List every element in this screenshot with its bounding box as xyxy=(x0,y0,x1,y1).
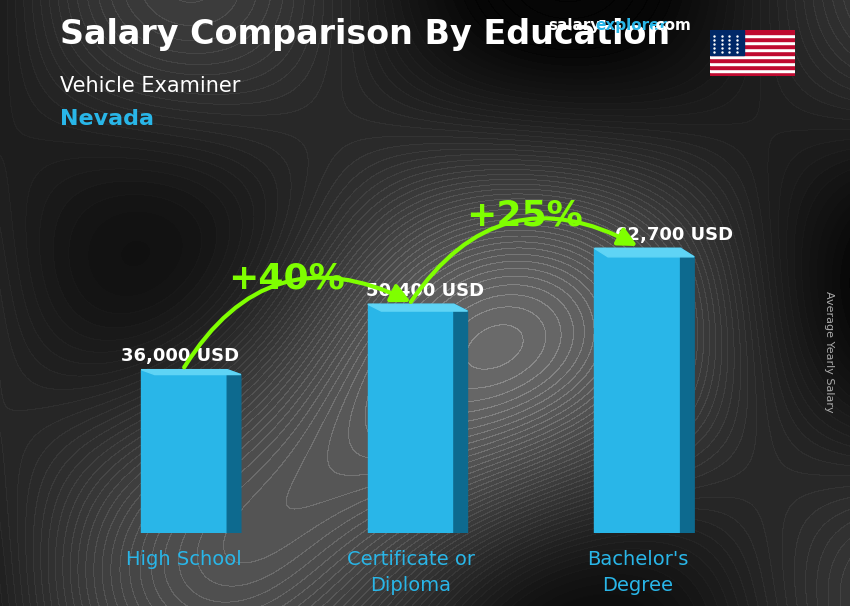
Bar xyxy=(710,41,795,44)
Text: +25%: +25% xyxy=(466,198,582,232)
Text: Average Yearly Salary: Average Yearly Salary xyxy=(824,291,834,412)
Bar xyxy=(710,30,795,34)
Text: +40%: +40% xyxy=(228,262,344,296)
Polygon shape xyxy=(594,248,694,257)
Bar xyxy=(710,58,795,62)
Bar xyxy=(368,304,454,533)
Polygon shape xyxy=(681,248,694,533)
Bar xyxy=(710,44,795,48)
Text: salary: salary xyxy=(548,18,601,33)
Text: 62,700 USD: 62,700 USD xyxy=(615,226,733,244)
Bar xyxy=(710,34,795,38)
Polygon shape xyxy=(368,304,468,311)
Bar xyxy=(710,48,795,52)
Polygon shape xyxy=(141,370,241,375)
Text: Vehicle Examiner: Vehicle Examiner xyxy=(60,76,240,96)
Bar xyxy=(710,68,795,72)
Bar xyxy=(710,38,795,41)
Text: .com: .com xyxy=(650,18,691,33)
Bar xyxy=(141,370,227,533)
Polygon shape xyxy=(227,370,241,533)
Text: explorer: explorer xyxy=(595,18,667,33)
Bar xyxy=(710,55,795,58)
Text: 36,000 USD: 36,000 USD xyxy=(121,347,239,365)
Text: Nevada: Nevada xyxy=(60,109,154,129)
Text: 50,400 USD: 50,400 USD xyxy=(366,282,484,299)
Bar xyxy=(594,248,681,533)
Polygon shape xyxy=(454,304,468,533)
Text: Salary Comparison By Education: Salary Comparison By Education xyxy=(60,18,670,51)
Bar xyxy=(710,62,795,65)
Bar xyxy=(710,72,795,76)
Bar xyxy=(710,65,795,68)
Bar xyxy=(710,30,744,55)
Bar xyxy=(710,52,795,55)
